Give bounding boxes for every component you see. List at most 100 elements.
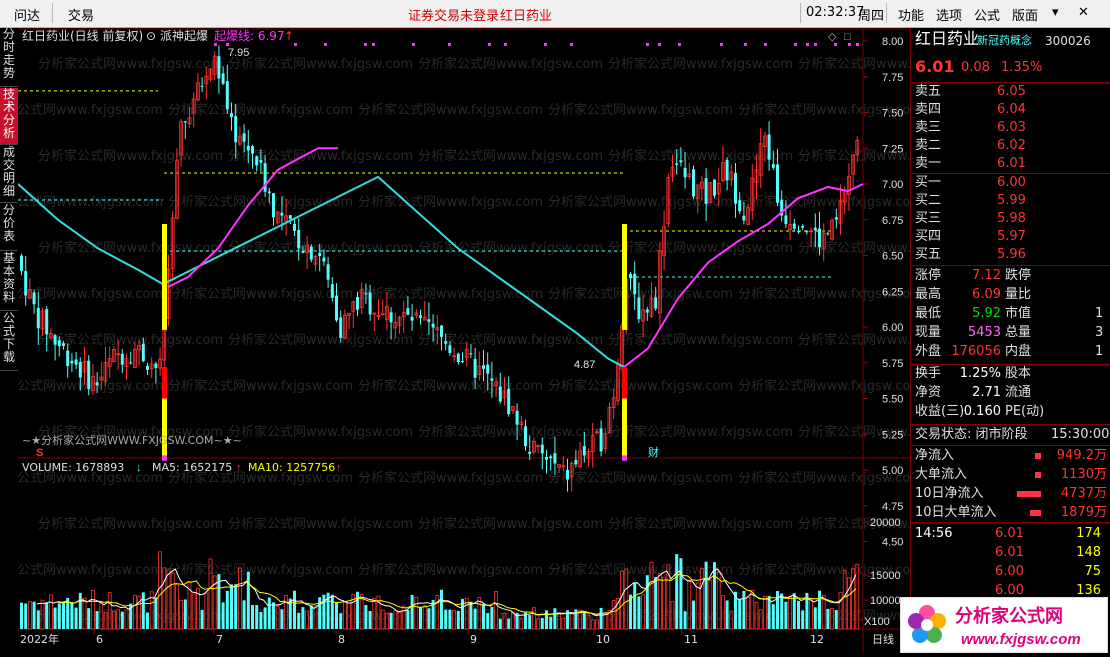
flow-value: 4737万 [1060, 486, 1107, 501]
watermark-text: 分析家公式网www.fxjgsw.com [548, 470, 733, 486]
flower-icon: 分析家公式网 www.fxjgsw.com [908, 605, 1081, 648]
tab-price-table[interactable]: 分价表 [0, 204, 18, 251]
ask-price[interactable]: 6.02 [997, 138, 1026, 153]
bid-label: 买四 [915, 229, 942, 244]
watermark-text: 分析家公式网www.fxjgsw.com [608, 332, 793, 348]
kline-chart[interactable]: 分析家公式网www.fxjgsw.com 分析家公式网www.fxjgsw.com… [18, 28, 910, 653]
watermark-text: 分析家公式网www.fxjgsw.com [38, 424, 223, 440]
site-logo: 分析家公式网 www.fxjgsw.com [900, 597, 1108, 653]
bid-label: 买三 [915, 211, 942, 226]
menu-formula[interactable]: 公式 [974, 9, 1001, 24]
logo-text: 分析家公式网 [955, 605, 1063, 627]
watermark-text: 分析家公式网www.fxjgsw.com [228, 516, 413, 532]
concept-tag[interactable]: 新冠药概念 [977, 34, 1032, 47]
square-icon[interactable]: □ [844, 31, 851, 43]
watermark-text: 分析家公式网www.fxjgsw.com [168, 378, 353, 394]
menu-wenda[interactable]: 问达 [14, 9, 41, 24]
price-axis-label: 6.25 [882, 286, 903, 298]
watermark-text: 分析家公式网www.fxjgsw.com [548, 286, 733, 302]
tab-intraday[interactable]: 分时走势 [0, 28, 18, 87]
moving-averages [18, 147, 864, 368]
watermark-text: 分析家公式网www.fxjgsw.com [358, 562, 543, 578]
ask-price[interactable]: 6.03 [997, 120, 1026, 135]
stat2-value: 0.160 [963, 404, 1001, 419]
menu-options[interactable]: 选项 [936, 9, 963, 24]
ask-label: 卖一 [915, 156, 942, 171]
stat2-label-2: PE(动) [1005, 404, 1045, 419]
ask-price[interactable]: 6.05 [997, 84, 1026, 99]
ma10-label: MA10: 1257756 [248, 461, 335, 474]
menu-function[interactable]: 功能 [898, 9, 925, 24]
finance-marker[interactable]: 财 [648, 445, 659, 459]
stat-value-2: 1 [1095, 306, 1104, 321]
tab-technical-label: 技术分析 [2, 87, 15, 140]
watermark-text: 分析家公式网www.fxjgsw.com [168, 102, 353, 118]
ask-label: 卖四 [915, 102, 942, 117]
watermark-text: 分析家公式网www.fxjgsw.com [358, 470, 543, 486]
bid-price[interactable]: 5.98 [997, 211, 1026, 226]
price-axis-label: 5.50 [882, 394, 903, 406]
bid-price[interactable]: 6.00 [997, 175, 1026, 190]
stat2-value: 2.71 [972, 385, 1001, 400]
purple-dots [214, 43, 859, 46]
minimize-icon[interactable]: ▾ [1052, 5, 1059, 20]
bid-price[interactable]: 5.99 [997, 193, 1026, 208]
ask-price[interactable]: 6.01 [997, 156, 1026, 171]
price-change-pct: 1.35% [1001, 60, 1043, 75]
x-axis-label: 6 [96, 633, 103, 646]
price-axis-label: 5.75 [882, 358, 903, 370]
tab-price-table-label: 分价表 [2, 203, 15, 243]
chart-title: 红日药业(日线 前复权) [22, 28, 143, 43]
period-label[interactable]: 日线 [872, 632, 894, 646]
price-axis-label: 6.50 [882, 251, 903, 263]
tab-trade-detail-label: 成交明细 [2, 145, 15, 198]
volume-axis-label: 10000 [870, 595, 901, 607]
watermark-text: 分析家公式网www.fxjgsw.com [548, 562, 733, 578]
watermark-text: 分析家公式网www.fxjgsw.com [798, 516, 910, 532]
watermark-text: 分析家公式网www.fxjgsw.com [228, 240, 413, 256]
watermark-text: 分析家公式网www.fxjgsw.com [798, 148, 910, 164]
flow-bar [1030, 510, 1041, 516]
bid-price[interactable]: 5.96 [997, 247, 1026, 262]
price-axis-label: 6.00 [882, 322, 903, 334]
login-notice[interactable]: 证券交易未登录 [408, 9, 500, 24]
bid-price[interactable]: 5.97 [997, 229, 1026, 244]
tab-technical[interactable]: 技术分析 [0, 88, 18, 145]
watermark-text: 分析家公式网www.fxjgsw.com [738, 194, 910, 210]
volume-axis-label: 15000 [870, 570, 901, 582]
stat2-label: 净资 [915, 385, 942, 400]
flow-label: 10日大单流入 [915, 505, 997, 520]
flow-label: 大单流入 [915, 467, 968, 482]
tab-trade-detail[interactable]: 成交明细 [0, 146, 18, 203]
price-axis-label: 6.75 [882, 215, 903, 227]
ask-label: 卖二 [915, 138, 942, 153]
watermark-text: 分析家公式网www.fxjgsw.com [608, 148, 793, 164]
watermark-text: 分析家公式网www.fxjgsw.com [228, 332, 413, 348]
stat2-label: 换手 [915, 366, 942, 381]
tab-formula-download[interactable]: 公式下载 [0, 312, 18, 371]
close-icon[interactable]: ✕ [1078, 5, 1089, 20]
quote-stock-name: 红日药业 [915, 30, 979, 48]
tick-volume: 174 [1076, 526, 1101, 541]
menu-trade[interactable]: 交易 [68, 9, 95, 24]
x-axis-label: 10 [596, 633, 610, 646]
menu-layout[interactable]: 版面 [1012, 9, 1039, 24]
indicator-name[interactable]: 派神起爆 [160, 29, 208, 43]
tab-basic-info[interactable]: 基本资料 [0, 252, 18, 311]
watermark-text: 分析家公式网www.fxjgsw.com [738, 470, 910, 486]
diamond-icon[interactable]: ◇ [828, 31, 837, 43]
ask-price[interactable]: 6.04 [997, 102, 1026, 117]
stat2-value: 1.25% [959, 366, 1001, 381]
price-axis-label: 7.25 [882, 143, 903, 155]
watermark-text: 分析家公式网www.fxjgsw.com [418, 240, 603, 256]
x-axis-label: 9 [470, 633, 477, 646]
price-axis-label: 8.00 [882, 36, 903, 48]
formula-watermark: ~★分析家公式网WWW.FXJGSW.COM~★~ [22, 433, 242, 447]
ma5-label: MA5: 1652175 [152, 461, 232, 474]
indicator-dropdown-icon[interactable]: ⊙ [146, 29, 156, 43]
x-axis-label: 7 [216, 633, 223, 646]
volume-bars [20, 551, 860, 630]
watermark-text: 分析家公式网www.fxjgsw.com [18, 286, 163, 302]
flow-label: 10日净流入 [915, 486, 984, 501]
watermark-text: 分析家公式网www.fxjgsw.com [358, 286, 543, 302]
